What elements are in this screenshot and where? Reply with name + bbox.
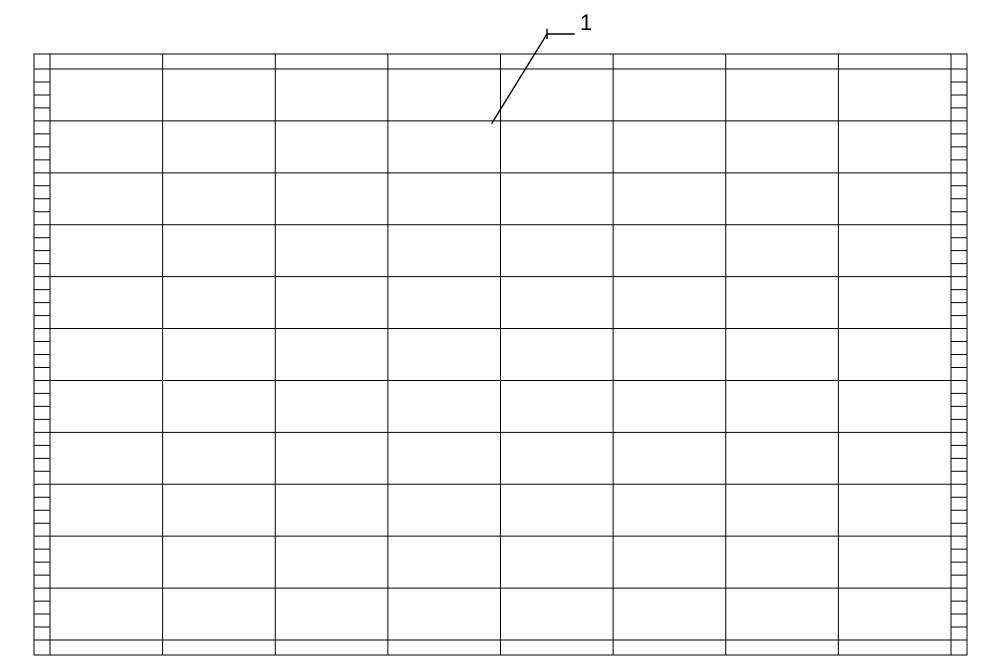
figure-canvas: 1 [0,0,1000,666]
callout-label-1: 1 [580,10,592,36]
diagram-svg [0,0,1000,666]
